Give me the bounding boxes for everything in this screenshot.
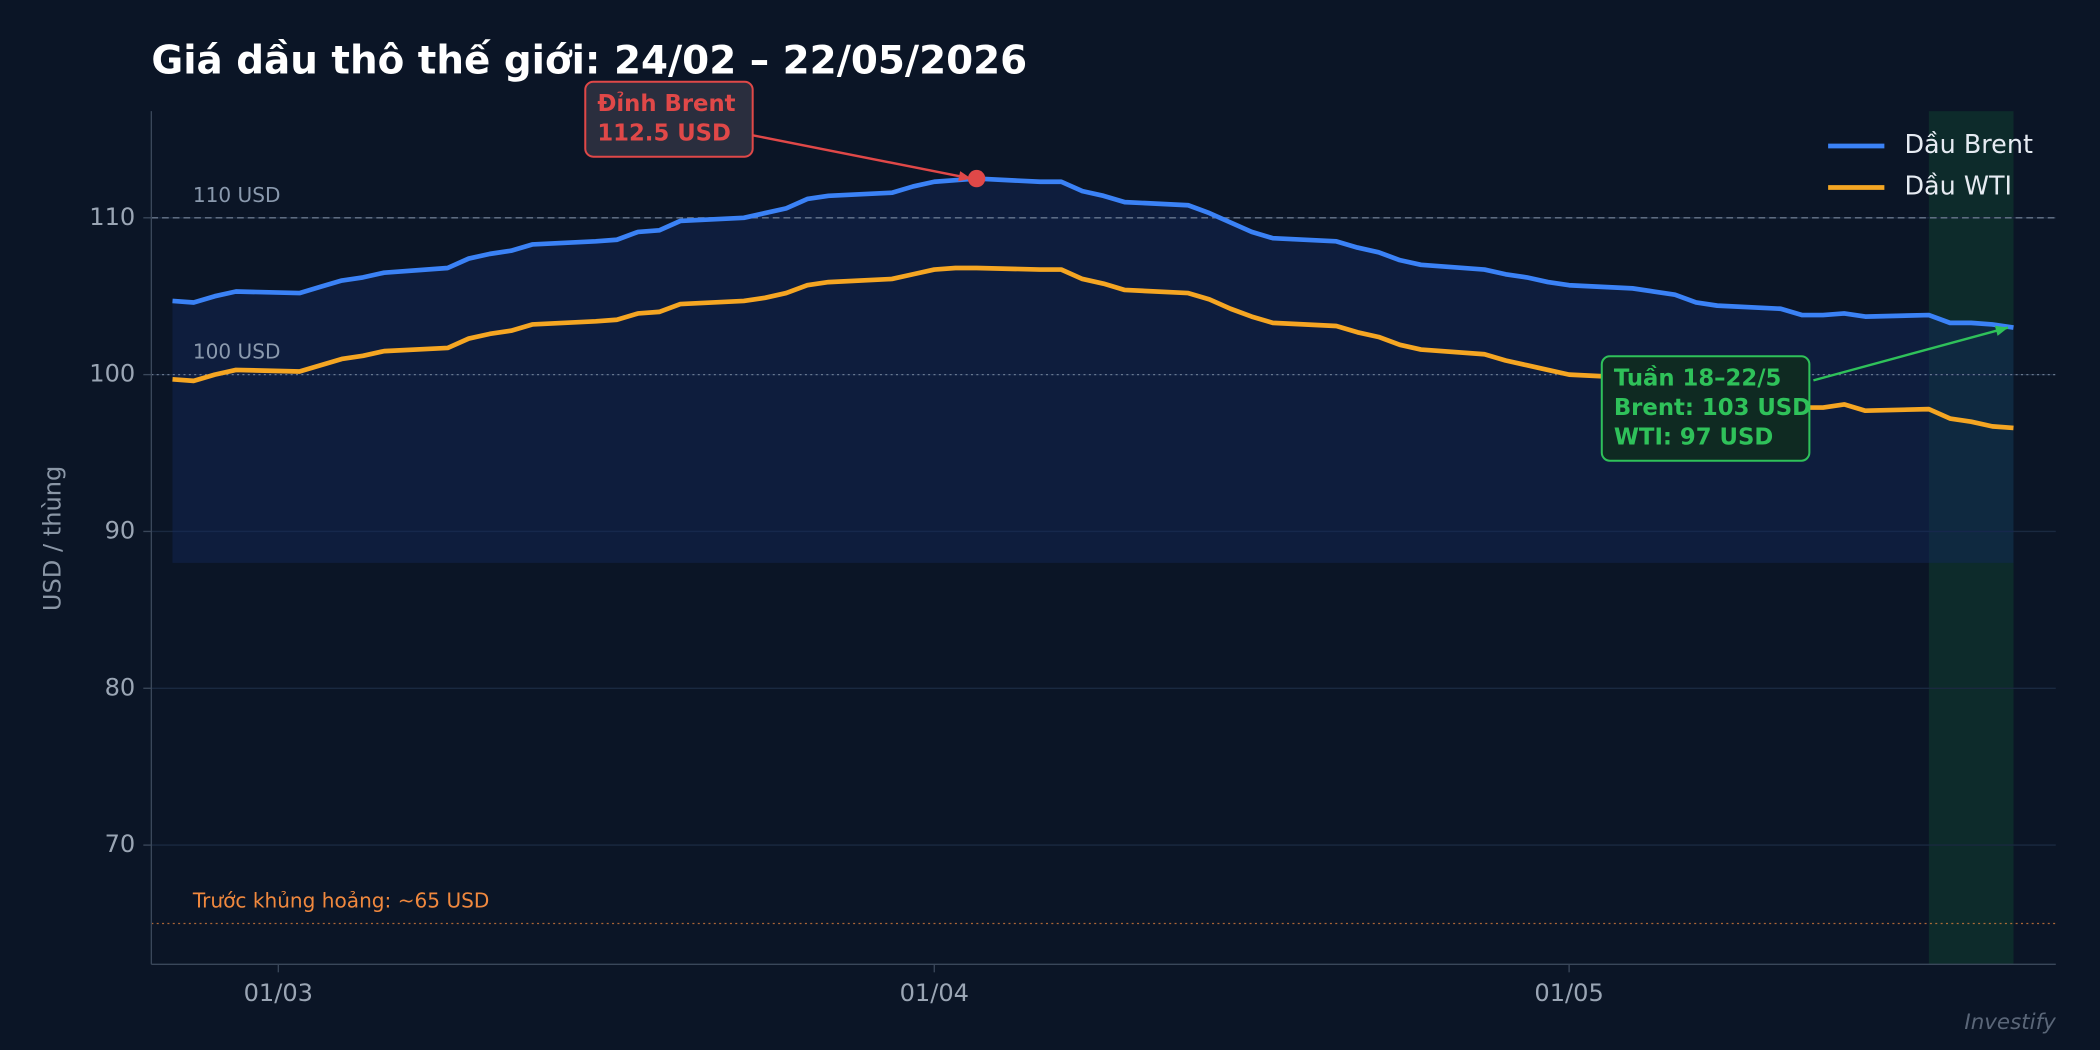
y-tick-label: 110 — [89, 203, 135, 231]
legend-label: Dầu WTI — [1904, 171, 2012, 201]
y-tick-label: 100 — [89, 360, 135, 388]
annotation-box — [1600, 355, 1811, 462]
watermark: Investify — [1964, 1010, 2056, 1035]
reference-label: 100 USD — [193, 340, 281, 364]
arrow-head — [1994, 325, 2009, 336]
highlight-span — [1928, 111, 2014, 965]
reference-label: Trước khủng hoảng: ~65 USD — [192, 889, 490, 913]
x-tick-label: 01/03 — [244, 979, 313, 1007]
reference-label: 110 USD — [193, 183, 281, 207]
legend-label: Dầu Brent — [1904, 129, 2033, 159]
annotation-text: WTI: 97 USD — [1614, 424, 1773, 450]
series-line — [172, 176, 2014, 330]
annotation-arrow — [752, 134, 972, 180]
x-tick-label: 01/05 — [1534, 979, 1603, 1007]
y-tick-label: 80 — [105, 673, 136, 701]
y-axis-label: USD / thùng — [39, 466, 67, 611]
y-tick-label: 70 — [105, 830, 136, 858]
annotation-text: 112.5 USD — [597, 120, 731, 146]
annotation-text: Brent: 103 USD — [1614, 395, 1811, 421]
y-tick-label: 90 — [105, 516, 136, 544]
annotation-text: Đỉnh Brent — [597, 91, 735, 117]
annotation-arrow — [1813, 326, 2009, 382]
x-tick-label: 01/04 — [900, 979, 969, 1007]
annotation-marker — [967, 169, 986, 188]
area-fill — [172, 178, 2014, 563]
chart-title: Giá dầu thô thế giới: 24/02 – 22/05/2026 — [151, 38, 1027, 83]
annotation-box — [584, 80, 754, 158]
annotation-text: Tuần 18–22/5 — [1614, 365, 1782, 392]
